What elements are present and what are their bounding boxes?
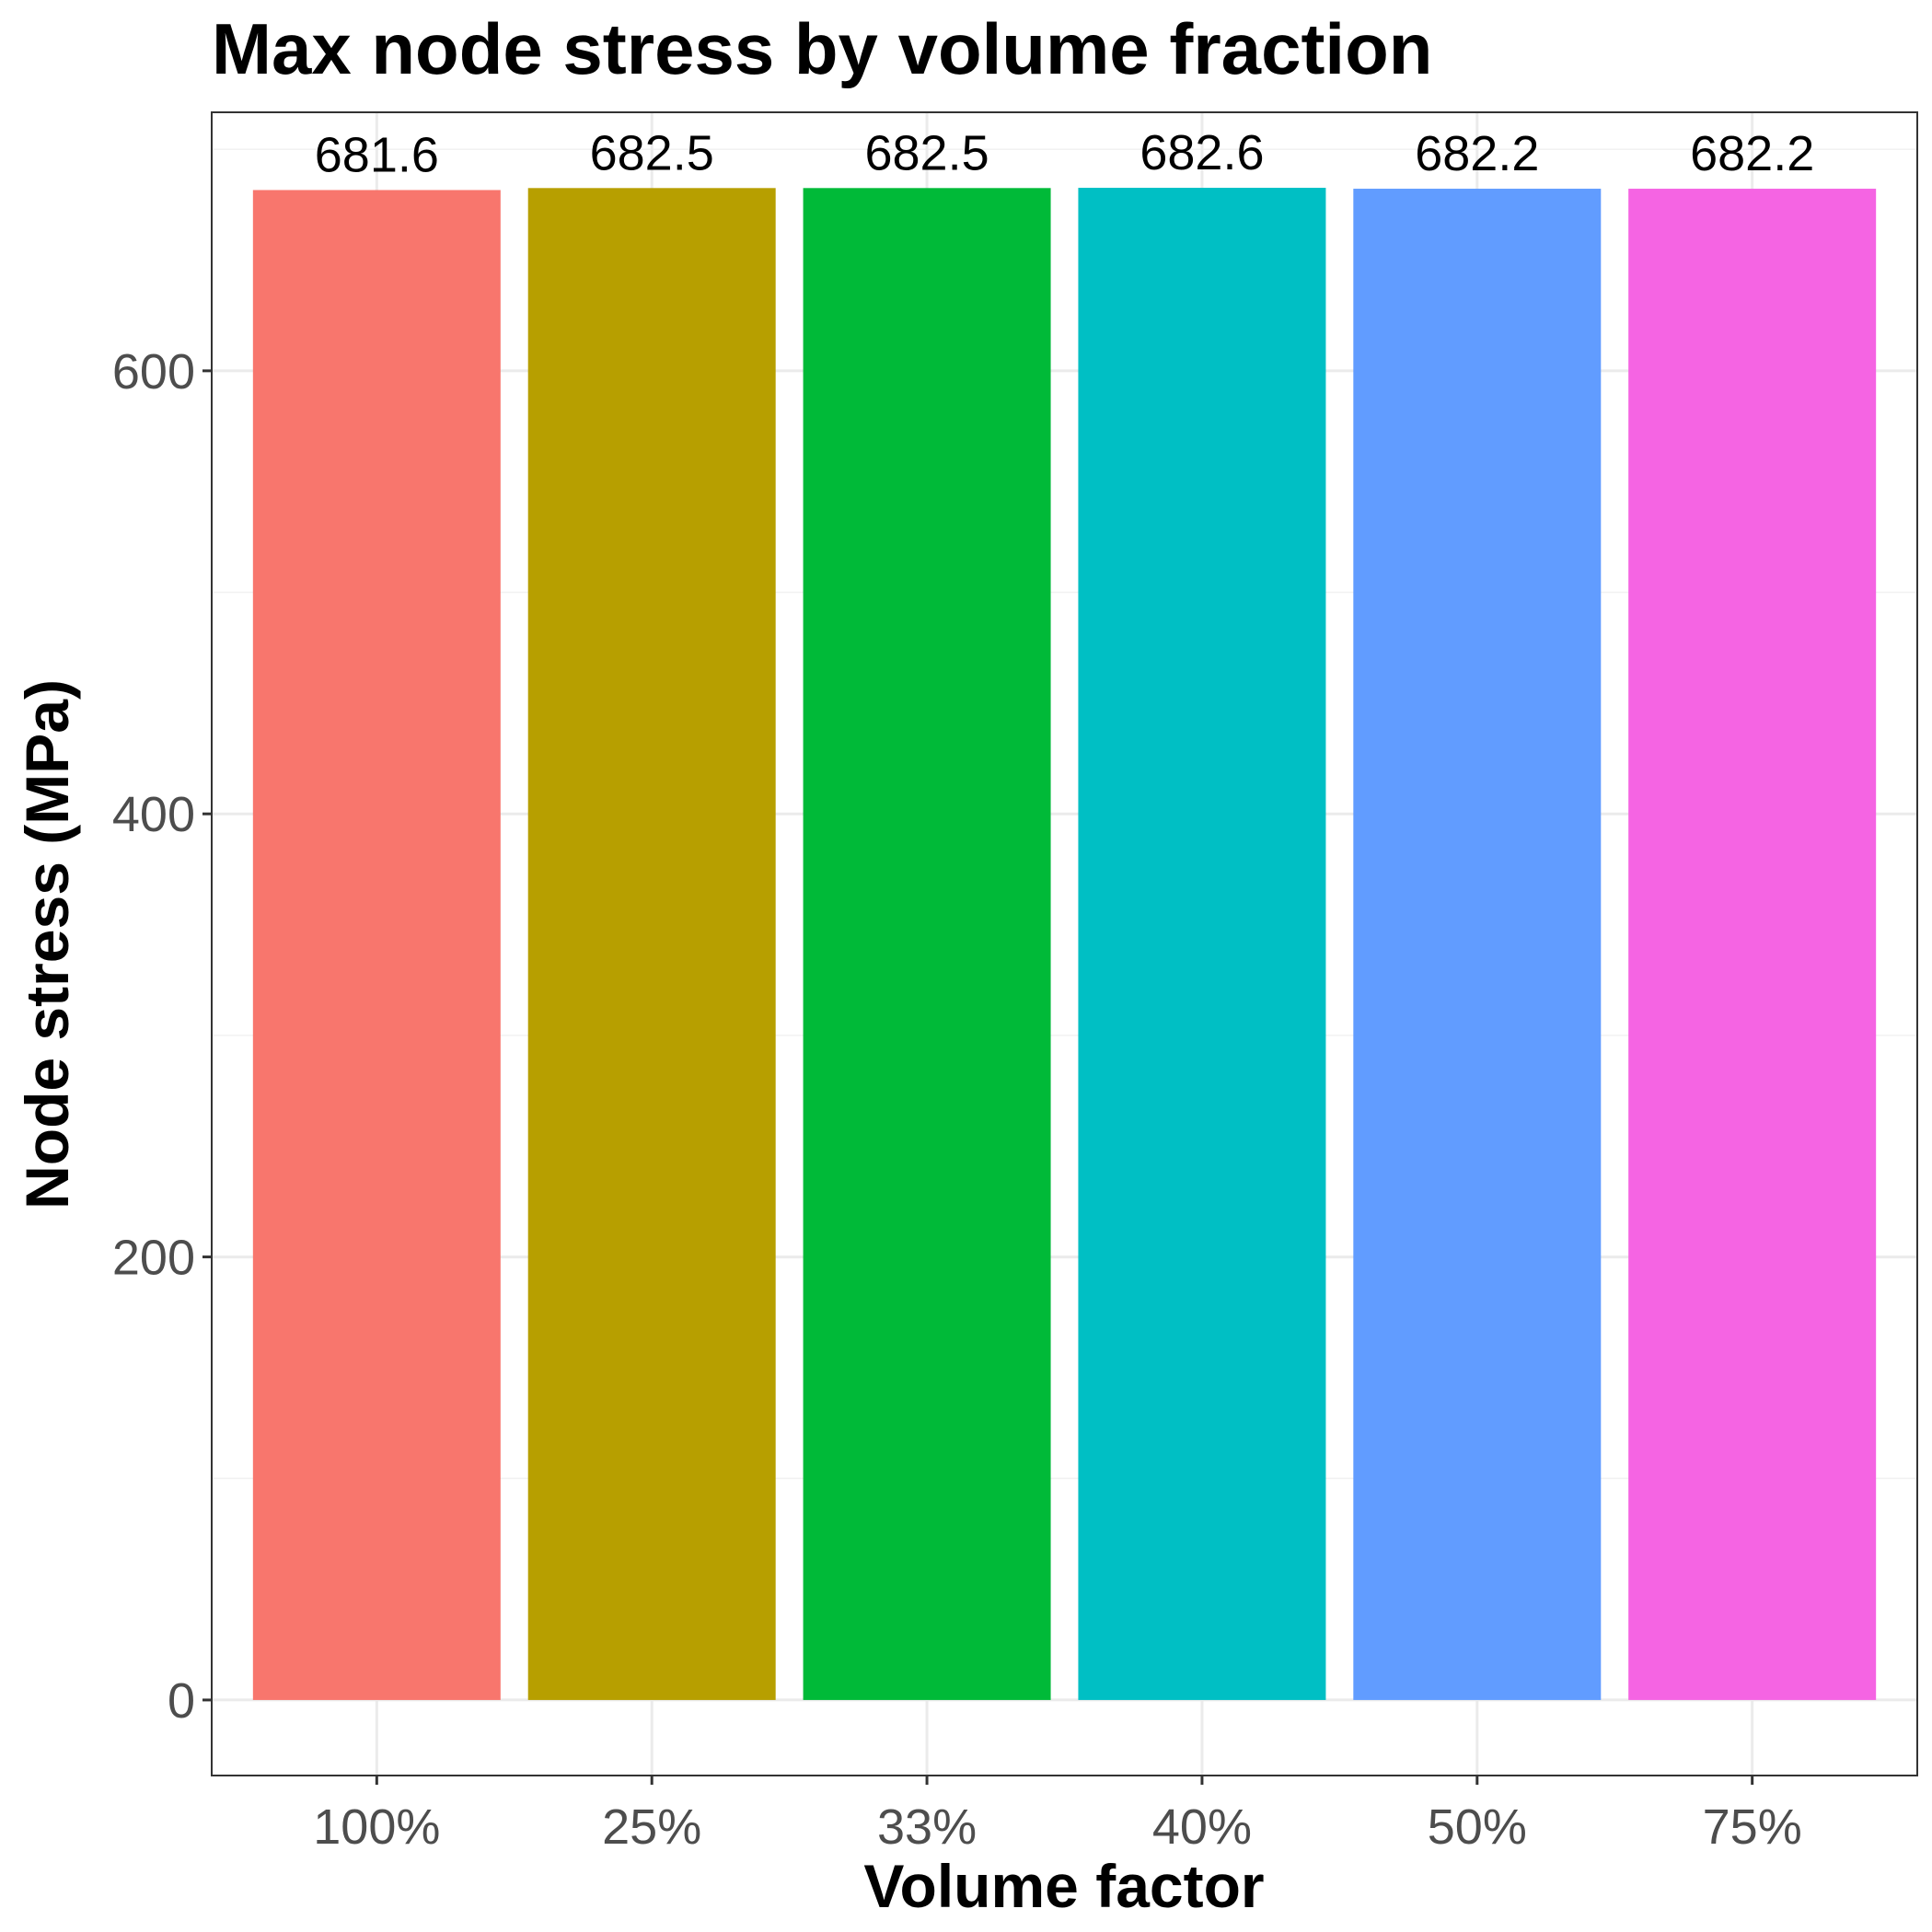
bar-75pct: [1628, 189, 1877, 1700]
bar-100pct: [252, 190, 501, 1700]
bars: [252, 188, 1877, 1700]
x-tick-label: 100%: [313, 1799, 440, 1855]
chart-title: Max node stress by volume fraction: [212, 8, 1432, 89]
x-tick-label: 40%: [1152, 1799, 1252, 1855]
bar-33pct: [803, 188, 1051, 1700]
data-label: 682.6: [1140, 125, 1264, 180]
y-axis: 0 200 400 600: [112, 344, 212, 1729]
data-label: 682.2: [1415, 126, 1539, 181]
x-tick-label: 75%: [1703, 1799, 1802, 1855]
y-tick-label: 200: [112, 1231, 195, 1286]
y-tick-label: 600: [112, 344, 195, 399]
x-tick-label: 25%: [602, 1799, 701, 1855]
y-axis-title: Node stress (MPa): [13, 679, 81, 1209]
x-axis: 100% 25% 33% 40% 50% 75%: [313, 1776, 1802, 1855]
x-tick-label: 50%: [1428, 1799, 1527, 1855]
bar-50pct: [1353, 189, 1602, 1700]
y-tick-label: 400: [112, 787, 195, 842]
x-tick-label: 33%: [877, 1799, 977, 1855]
data-label: 682.2: [1690, 126, 1814, 181]
panel-border: [211, 111, 1918, 1776]
bar-25pct: [527, 188, 776, 1700]
data-label: 681.6: [315, 127, 439, 182]
data-label: 682.5: [864, 125, 989, 180]
data-labels: 681.6 682.5 682.5 682.6 682.2 682.2: [315, 125, 1814, 182]
bar-40pct: [1078, 188, 1326, 1700]
data-label: 682.5: [590, 125, 714, 180]
y-tick-label: 0: [168, 1673, 195, 1729]
plot-panel: 681.6 682.5 682.5 682.6 682.2 682.2: [211, 111, 1918, 1776]
x-axis-title: Volume factor: [863, 1852, 1264, 1920]
